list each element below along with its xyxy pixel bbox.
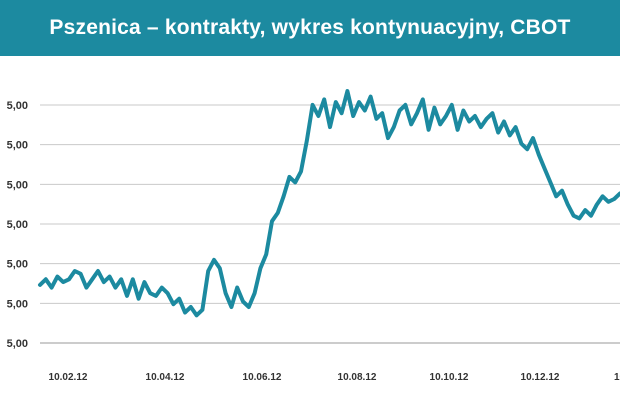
- x-tick-label: 10.10.12: [430, 372, 469, 383]
- x-tick-label: 10.02.12: [49, 372, 88, 383]
- y-tick-label: 5,00: [7, 100, 28, 112]
- x-tick-label: 10: [614, 372, 620, 383]
- y-tick-label: 5,00: [7, 179, 28, 191]
- y-tick-label: 5,00: [7, 219, 28, 231]
- x-tick-label: 10.08.12: [338, 372, 377, 383]
- y-tick-label: 5,00: [7, 259, 28, 271]
- x-tick-label: 10.04.12: [146, 372, 185, 383]
- series-line: [38, 89, 620, 318]
- chart-title-bar: Pszenica – kontrakty, wykres kontynuacyj…: [0, 0, 620, 56]
- x-tick-label: 10.06.12: [243, 372, 282, 383]
- y-tick-label: 5,00: [7, 140, 28, 152]
- y-tick-label: 5,00: [7, 298, 28, 310]
- y-tick-label: 5,00: [7, 338, 28, 350]
- x-tick-label: 10.12.12: [521, 372, 560, 383]
- chart-title: Pszenica – kontrakty, wykres kontynuacyj…: [49, 16, 571, 39]
